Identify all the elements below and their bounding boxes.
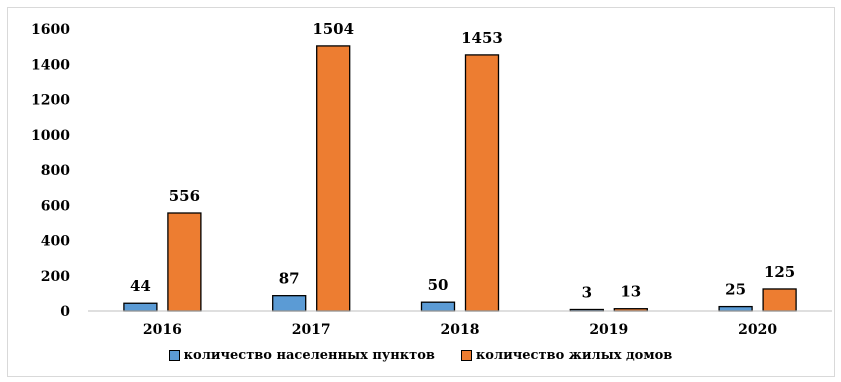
bar-houses-2017 — [316, 45, 351, 312]
x-axis-ticks: 2016 2017 2018 2019 2020 — [143, 322, 777, 338]
legend-item-houses: количество жилых домов — [460, 348, 673, 363]
legend-swatch-houses — [460, 350, 472, 361]
y-tick-label: 800 — [41, 163, 70, 179]
y-tick-label: 200 — [41, 269, 70, 285]
bar-houses-2018 — [464, 54, 500, 312]
y-axis-ticks: 0 200 400 600 800 1000 1200 1400 1600 — [31, 22, 70, 320]
data-label: 125 — [764, 263, 795, 281]
data-label: 1453 — [461, 29, 503, 47]
data-label: 556 — [169, 187, 200, 205]
bar-settlements-2017 — [272, 295, 307, 312]
x-tick-label: 2020 — [738, 322, 777, 338]
legend-item-settlements: количество населенных пунктов — [168, 348, 435, 363]
y-tick-label: 1600 — [31, 22, 70, 38]
legend: количество населенных пунктов количество… — [0, 348, 841, 363]
bar-houses-2016 — [167, 212, 202, 312]
bar-settlements-2016 — [123, 302, 158, 312]
bar-houses-2020 — [762, 288, 797, 312]
bar-settlements-2018 — [420, 301, 456, 312]
x-tick-label: 2019 — [589, 322, 628, 338]
y-tick-label: 1400 — [31, 57, 70, 73]
y-tick-label: 1000 — [31, 128, 70, 144]
x-tick-label: 2018 — [441, 322, 480, 338]
data-label: 25 — [725, 281, 746, 299]
legend-label-houses: количество жилых домов — [475, 348, 673, 363]
data-label: 3 — [582, 284, 592, 302]
chart-frame — [7, 7, 835, 377]
y-tick-label: 600 — [41, 198, 70, 214]
legend-swatch-settlements — [168, 350, 180, 361]
data-labels-group: 44 556 87 1504 50 1453 3 13 25 125 — [130, 20, 795, 302]
data-label: 50 — [428, 276, 449, 294]
y-tick-label: 400 — [41, 234, 70, 250]
x-tick-label: 2016 — [143, 322, 182, 338]
legend-label-settlements: количество населенных пунктов — [183, 348, 435, 363]
data-label: 44 — [130, 277, 151, 295]
y-tick-label: 0 — [60, 304, 70, 320]
x-tick-label: 2017 — [292, 322, 331, 338]
bar-settlements-2020 — [718, 305, 753, 312]
data-label: 13 — [620, 283, 641, 301]
bars-group — [123, 45, 797, 312]
y-tick-label: 1200 — [31, 93, 70, 109]
data-label: 1504 — [312, 20, 354, 38]
data-label: 87 — [279, 270, 300, 288]
